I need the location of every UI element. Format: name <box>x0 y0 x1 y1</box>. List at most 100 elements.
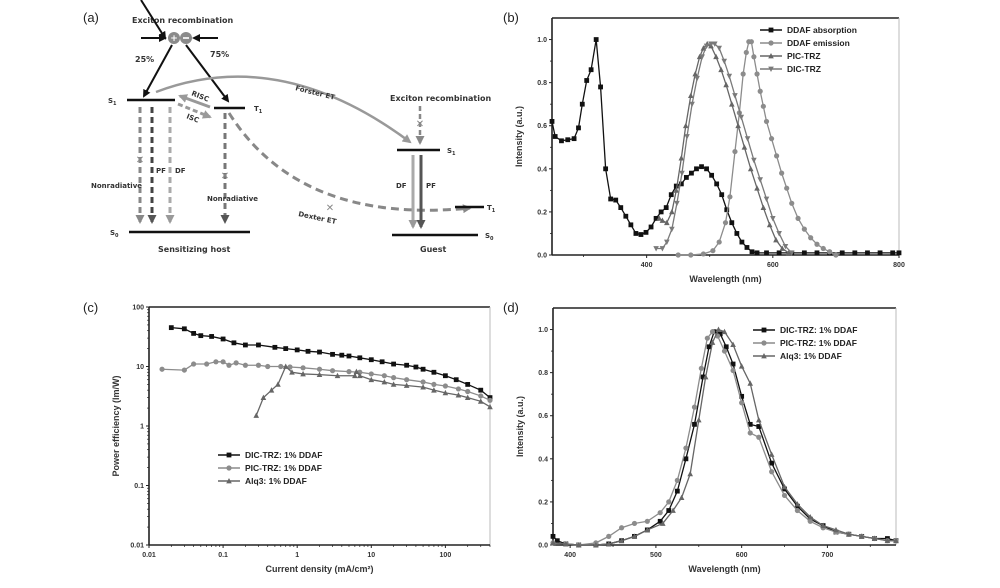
data-point <box>730 341 736 348</box>
x-tick-label: 800 <box>893 262 905 269</box>
data-point <box>659 520 666 526</box>
data-point <box>552 134 558 139</box>
data-point <box>743 49 749 56</box>
data-point <box>760 204 767 210</box>
data-point <box>711 41 718 47</box>
data-point <box>420 384 426 390</box>
y-tick-label: 0.2 <box>538 499 548 506</box>
data-point <box>674 200 680 207</box>
data-point <box>785 249 792 256</box>
data-point <box>317 349 322 355</box>
data-point <box>702 373 709 380</box>
data-point <box>613 197 619 203</box>
data-point <box>784 185 790 191</box>
exciton-recombination-label: Exciton recombination <box>132 16 233 25</box>
data-point <box>653 215 659 221</box>
isc-arrow <box>177 102 212 119</box>
data-point <box>744 245 750 250</box>
data-point <box>877 250 883 256</box>
legend-label: PIC-TRZ: 1% DDAF <box>780 338 857 348</box>
data-point <box>716 45 722 52</box>
data-point <box>666 508 672 513</box>
host-nonradiative-left-label: Nonradiative <box>91 182 142 190</box>
host-s0-label: S0 <box>110 229 119 239</box>
data-point <box>657 510 663 516</box>
data-point <box>278 363 284 370</box>
data-point <box>550 539 556 546</box>
y-axis-label: Intensity (a.u.) <box>515 396 525 457</box>
data-point <box>477 398 484 404</box>
series-line <box>552 330 896 546</box>
data-point <box>330 351 335 357</box>
data-point <box>275 381 281 387</box>
data-point <box>747 165 754 172</box>
host-df-label: DF <box>175 167 186 175</box>
data-point <box>368 357 374 363</box>
blocked-x-icon: ✕ <box>221 171 229 182</box>
data-point <box>729 220 735 226</box>
data-point <box>754 185 760 191</box>
blocked-x-icon: ✕ <box>136 155 144 166</box>
data-point <box>732 93 738 99</box>
data-point <box>623 213 629 219</box>
triplet-percent: 75% <box>210 50 229 59</box>
data-point <box>781 483 788 490</box>
data-point <box>260 394 267 401</box>
data-point <box>233 360 239 366</box>
data-point <box>678 181 684 187</box>
data-point <box>368 376 375 383</box>
data-point <box>754 71 760 77</box>
y-axis-label: Power efficiency (lm/W) <box>111 375 121 476</box>
legend-label: DIC-TRZ <box>787 64 821 74</box>
y-tick-label: 0.0 <box>537 253 547 260</box>
series-dic-trz <box>653 41 795 256</box>
data-point <box>738 363 745 369</box>
data-point <box>709 172 715 178</box>
data-point <box>674 488 680 494</box>
blocked-x-icon: ✕ <box>326 203 334 214</box>
hole-arrow <box>140 0 167 40</box>
x-tick-label: 500 <box>650 552 662 559</box>
data-point <box>692 71 699 77</box>
data-point <box>795 215 801 221</box>
y-tick-label: 10 <box>136 364 144 371</box>
y-tick-label: 1.0 <box>537 37 547 44</box>
data-point <box>694 75 700 82</box>
data-point <box>659 217 666 223</box>
legend-label: DIC-TRZ: 1% DDAF <box>245 450 322 460</box>
data-point <box>368 371 374 377</box>
hole-icon <box>168 32 180 44</box>
data-point <box>404 377 410 383</box>
data-point <box>679 170 685 177</box>
y-tick-label: 0.0 <box>538 543 548 550</box>
data-point <box>588 67 594 73</box>
legend-marker <box>226 478 232 484</box>
data-point <box>695 417 702 423</box>
legend-marker <box>768 53 774 59</box>
data-point <box>305 348 311 354</box>
data-point <box>713 53 719 60</box>
data-point <box>814 241 820 247</box>
x-tick-label: 700 <box>822 552 834 559</box>
data-point <box>833 252 839 258</box>
data-point <box>593 37 599 42</box>
series-line <box>552 330 897 546</box>
data-point <box>282 363 289 369</box>
data-point <box>379 359 385 365</box>
y-tick-label: 0.4 <box>537 166 547 173</box>
data-point <box>782 243 789 250</box>
data-point <box>714 181 720 187</box>
data-point <box>571 136 577 142</box>
data-point <box>722 220 729 226</box>
data-point <box>704 335 710 341</box>
triplet-formation-arrow <box>185 44 230 103</box>
data-point <box>220 336 226 342</box>
data-point <box>749 249 755 255</box>
data-point <box>316 371 323 378</box>
data-point <box>673 187 680 193</box>
data-point <box>631 533 638 539</box>
data-point <box>678 155 685 161</box>
data-point <box>668 192 674 198</box>
y-tick-label: 0.8 <box>537 80 547 87</box>
data-point <box>159 366 165 372</box>
